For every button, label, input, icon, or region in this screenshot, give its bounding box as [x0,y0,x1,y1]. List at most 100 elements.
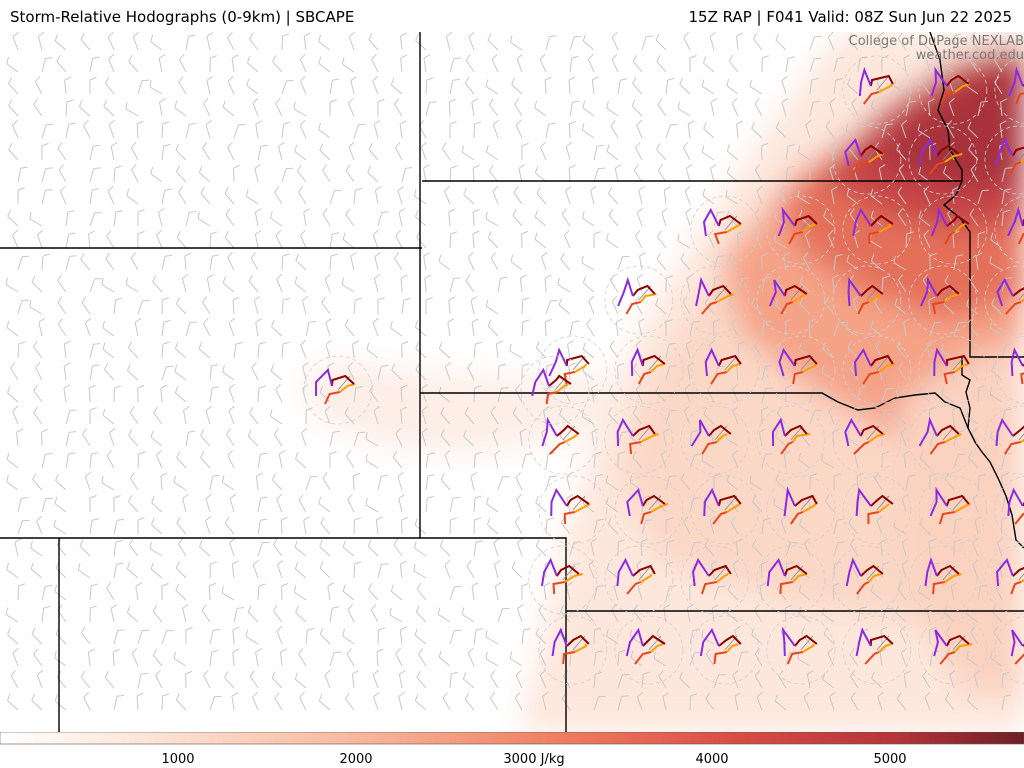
wind-barb [641,671,650,689]
wind-barb [226,428,235,447]
hodograph [918,615,988,685]
wind-barb [704,296,715,315]
wind-barb [849,208,859,227]
wind-barb [31,275,43,293]
wind-barb [514,692,523,711]
wind-barb [682,296,691,315]
wind-barb [346,450,355,469]
hodograph [604,545,674,615]
wind-barb [370,604,379,623]
wind-barb [833,78,843,95]
wind-barb [1001,209,1011,227]
wind-barb [608,187,619,205]
wind-barb [542,691,549,711]
wind-barb [921,76,931,95]
wind-barb [609,340,619,359]
wind-barb [535,539,547,557]
wind-barb [353,123,366,139]
wind-barb [344,692,355,711]
wind-barb [438,342,451,359]
wind-barb [6,562,19,579]
wind-barb [1000,516,1008,535]
wind-barb [41,453,53,469]
wind-barb [181,273,189,293]
wind-barb [206,32,213,51]
wind-barb [106,582,115,601]
wind-barb [322,472,331,491]
wind-barb [822,672,835,689]
wind-barb [821,453,835,469]
wind-barb [946,120,955,139]
wind-barb [833,541,845,557]
wind-barb [632,451,643,469]
wind-barb [175,583,187,601]
wind-barb [593,231,601,249]
wind-barb [89,518,100,535]
wind-barb [253,295,261,315]
wind-barb [271,319,283,337]
wind-barb [605,475,619,491]
wind-barb [759,582,767,601]
wind-barb [703,407,715,425]
wind-barb [730,318,739,337]
wind-barb [689,55,697,73]
wind-barb [897,208,907,227]
wind-barb [545,300,558,315]
wind-barb [203,669,211,689]
wind-barb [633,604,643,623]
wind-barb [881,387,894,403]
hodograph [520,355,590,425]
wind-barb [774,694,787,711]
wind-barb [827,32,835,51]
wind-barb [929,497,942,513]
wind-barb [736,120,744,139]
wind-barb [329,232,340,249]
wind-barb [393,98,403,117]
wind-barb [831,186,838,205]
wind-barb [161,583,169,601]
wind-barb [518,164,525,183]
wind-barb [161,254,173,271]
wind-barb [270,364,283,381]
wind-barb [173,475,187,491]
wind-barb [893,519,907,535]
wind-barb [398,494,405,513]
wind-barb [876,515,883,535]
wind-barb [80,626,91,645]
wind-barb [418,648,427,667]
wind-barb [497,276,508,293]
wind-barb [281,167,294,183]
wind-barb [445,32,453,51]
wind-barb [919,451,931,469]
wind-barb [176,230,187,249]
wind-barb [798,584,811,601]
wind-barb [209,695,222,711]
wind-barb [545,475,557,491]
wind-barb [56,55,67,73]
wind-barb [324,405,331,425]
wind-barb [894,408,907,425]
wind-barb [1001,694,1012,711]
wind-barb [494,449,501,469]
wind-barb [31,693,43,711]
wind-barb [587,53,595,73]
wind-barb [89,495,97,513]
wind-barb [329,606,340,623]
wind-barb [732,669,739,689]
wind-barb [544,76,552,95]
wind-barb [977,473,987,491]
wind-barb [318,122,331,139]
wind-barb [485,79,499,95]
wind-barb [6,56,19,73]
wind-barb [893,79,907,95]
wind-barb [205,405,212,425]
wind-barb [438,386,451,403]
wind-barb [131,163,139,183]
wind-barb [854,449,861,469]
hodograph [918,55,988,125]
wind-barb [255,120,263,139]
wind-barb [896,692,907,711]
wind-barb [490,252,499,271]
wind-barb [415,210,427,227]
hodograph [832,125,902,195]
